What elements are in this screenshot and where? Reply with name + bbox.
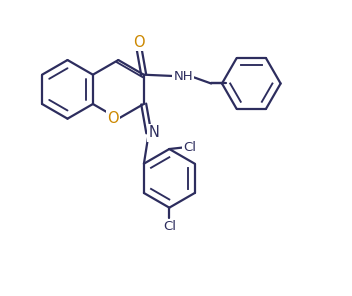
Text: Cl: Cl	[183, 141, 196, 154]
Text: O: O	[133, 35, 145, 50]
Text: N: N	[148, 126, 159, 140]
Text: NH: NH	[174, 70, 193, 83]
Text: O: O	[107, 111, 119, 126]
Text: Cl: Cl	[163, 220, 176, 233]
